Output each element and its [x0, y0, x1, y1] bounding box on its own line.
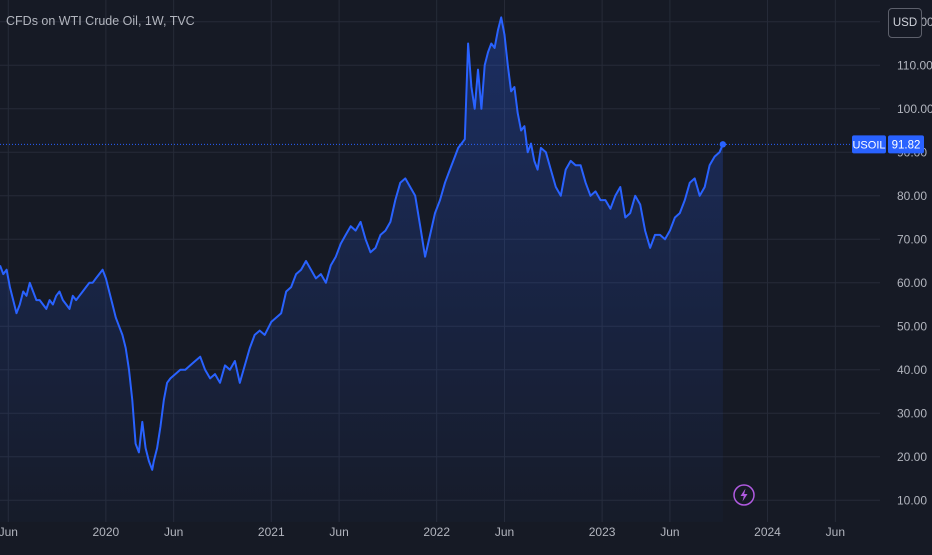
- price-area-fill: [0, 17, 723, 523]
- x-tick-label: 2022: [423, 525, 450, 539]
- price-line: [0, 16, 724, 471]
- y-tick-label: 30.00: [897, 406, 927, 420]
- last-price-label: USOIL 91.82: [0, 135, 924, 154]
- x-tick-label: Jun: [164, 525, 183, 539]
- price-value-label: 91.82: [892, 139, 921, 151]
- last-price-dot: [719, 141, 727, 148]
- x-tick-label: 2023: [589, 525, 616, 539]
- x-tick-label: Jun: [0, 525, 18, 539]
- time-axis[interactable]: Jun 2020 Jun 2021 Jun 2022 Jun 2023 Jun 2024 Jun: [0, 525, 845, 539]
- lightning-icon[interactable]: [733, 484, 755, 506]
- x-tick-label: 2024: [754, 525, 781, 539]
- x-tick-label: Jun: [660, 525, 679, 539]
- y-tick-label: 40.00: [897, 363, 927, 377]
- y-tick-label: 50.00: [897, 319, 927, 333]
- x-tick-label: 2020: [93, 525, 120, 539]
- chart-title: CFDs on WTI Crude Oil, 1W, TVC: [6, 14, 195, 28]
- x-tick-label: Jun: [826, 525, 845, 539]
- price-axis[interactable]: 10.00 20.00 30.00 40.00 50.00 60.00 70.00 80.00…: [897, 15, 932, 508]
- price-value-box: [888, 135, 924, 154]
- price-series: [0, 16, 724, 523]
- x-tick-label: 2021: [258, 525, 285, 539]
- y-tick-label: 20.00: [897, 450, 927, 464]
- y-tick-label: 60.00: [897, 276, 927, 290]
- event-marker[interactable]: [733, 484, 755, 506]
- y-tick-label: 80.00: [897, 189, 927, 203]
- y-tick-label: 100.00: [897, 102, 932, 116]
- symbol-label-box: [852, 135, 886, 154]
- x-tick-label: Jun: [495, 525, 514, 539]
- x-tick-label: Jun: [329, 525, 348, 539]
- y-tick-label: 110.00: [897, 58, 932, 72]
- y-tick-label: 70.00: [897, 232, 927, 246]
- symbol-label: USOIL: [852, 139, 885, 151]
- currency-button[interactable]: USD: [888, 8, 922, 38]
- y-tick-label: 10.00: [897, 493, 927, 507]
